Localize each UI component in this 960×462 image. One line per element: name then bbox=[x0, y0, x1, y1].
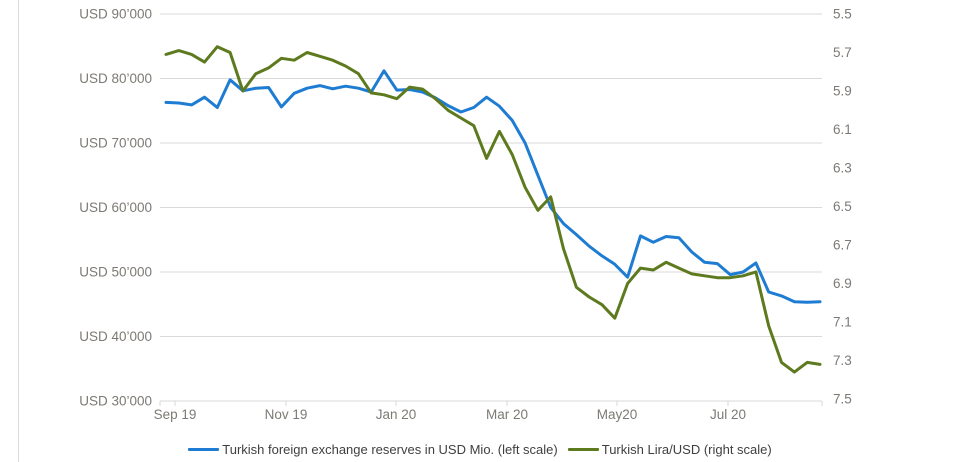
x-axis-tick-label: Jan 20 bbox=[376, 407, 417, 422]
legend-item-reserves: Turkish foreign exchange reserves in USD… bbox=[188, 442, 558, 457]
lira-line bbox=[164, 45, 822, 374]
right-axis-tick-label: 6.9 bbox=[833, 276, 852, 291]
legend-label-reserves: Turkish foreign exchange reserves in USD… bbox=[222, 442, 558, 457]
legend-item-lira: Turkish Lira/USD (right scale) bbox=[567, 442, 772, 457]
right-axis-tick-label: 5.9 bbox=[833, 84, 852, 99]
x-axis-tick-label: Mar 20 bbox=[486, 407, 528, 422]
left-axis-tick-label: USD 80’000 bbox=[79, 71, 152, 86]
left-axis-tick-label: USD 70’000 bbox=[79, 136, 152, 151]
right-axis-tick-label: 5.5 bbox=[833, 7, 852, 22]
x-axis-tick-label: Nov 19 bbox=[265, 407, 308, 422]
left-axis-tick-label: USD 30’000 bbox=[79, 394, 152, 409]
right-axis-tick-label: 7.5 bbox=[833, 392, 852, 407]
reserves-line-swatch bbox=[188, 448, 220, 451]
right-axis-tick-label: 7.3 bbox=[833, 353, 852, 368]
x-axis-tick-label: Jul 20 bbox=[710, 407, 746, 422]
right-axis-tick-label: 7.1 bbox=[833, 315, 852, 330]
left-axis-tick-label: USD 50’000 bbox=[79, 265, 152, 280]
right-axis-tick-label: 6.7 bbox=[833, 238, 852, 253]
left-axis-tick-label: USD 60’000 bbox=[79, 200, 152, 215]
left-axis-tick-label: USD 40’000 bbox=[79, 329, 152, 344]
x-axis-tick-label: May20 bbox=[597, 407, 638, 422]
x-axis-tick-label: Sep 19 bbox=[154, 407, 197, 422]
reserves-line bbox=[164, 69, 822, 304]
right-axis-tick-label: 6.3 bbox=[833, 161, 852, 176]
lira-line-swatch bbox=[567, 448, 599, 451]
right-axis-tick-label: 6.5 bbox=[833, 199, 852, 214]
left-axis-tick-label: USD 90’000 bbox=[79, 7, 152, 22]
right-axis-tick-label: 6.1 bbox=[833, 122, 852, 137]
chart-legend: Turkish foreign exchange reserves in USD… bbox=[0, 442, 960, 457]
page-left-border bbox=[18, 0, 19, 462]
right-axis-tick-label: 5.7 bbox=[833, 45, 852, 60]
legend-label-lira: Turkish Lira/USD (right scale) bbox=[601, 442, 772, 457]
